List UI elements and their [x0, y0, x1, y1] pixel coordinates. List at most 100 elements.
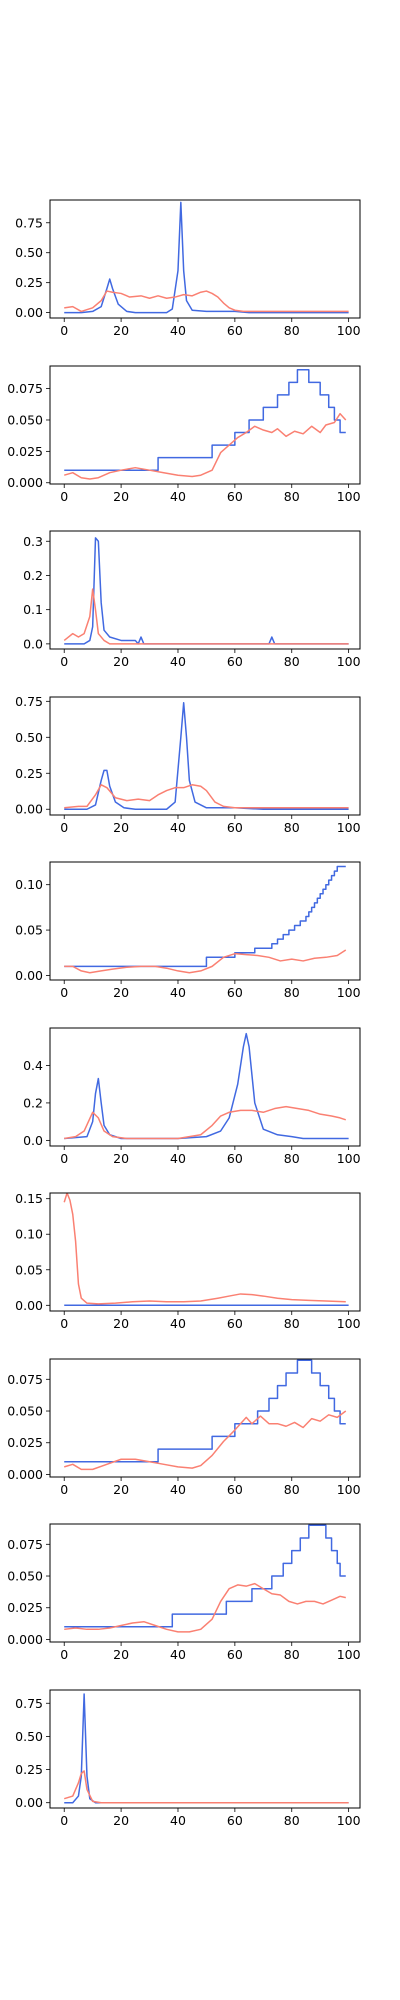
chart-panel-1: 0 20 40 60 80 100 0.00 0.25 0.50 0.75: [15, 199, 361, 338]
x-tick-label: 40: [170, 820, 186, 835]
y-tick-label: 0.050: [7, 412, 43, 427]
y-tick-label: 0.75: [15, 215, 43, 230]
x-tick-label: 80: [284, 1813, 300, 1828]
y-tick-label: 0.00: [15, 305, 43, 320]
series-line-blue: [64, 1032, 349, 1140]
x-tick-label: 0: [60, 985, 68, 1000]
x-tick-label: 100: [337, 820, 361, 835]
series-line-red: [64, 1105, 347, 1140]
x-tick-label: 80: [284, 489, 300, 504]
x-tick-label: 100: [337, 1813, 361, 1828]
y-tick-label: 0.025: [7, 1435, 43, 1450]
plot-frame: [49, 861, 361, 981]
x-tick-label: 40: [170, 1813, 186, 1828]
x-tick-label: 20: [113, 654, 129, 669]
x-tick-label: 60: [227, 820, 243, 835]
x-tick-label: 0: [60, 1151, 68, 1166]
series-line-blue: [64, 201, 349, 314]
x-tick-label: 40: [170, 1316, 186, 1331]
x-tick-label: 60: [227, 985, 243, 1000]
series-line-blue: [64, 702, 349, 810]
plot-frame: [49, 696, 361, 816]
y-tick-label: 0.0: [23, 1133, 43, 1148]
x-tick-label: 0: [60, 1316, 68, 1331]
y-tick-label: 0.00: [15, 968, 43, 983]
series-line-red: [64, 290, 349, 313]
plot-frame: [49, 1192, 361, 1312]
plot-frame: [49, 530, 361, 650]
series-line-red: [64, 1410, 347, 1471]
plot-frame: [49, 1689, 361, 1809]
x-tick-label: 20: [113, 1316, 129, 1331]
series-line-red: [64, 949, 347, 974]
chart-panel-4: 0 20 40 60 80 100 0.00 0.25 0.50 0.75: [15, 694, 360, 835]
y-tick-label: 0.075: [7, 1537, 43, 1552]
plot-frame: [49, 1027, 361, 1147]
y-tick-label: 0.05: [15, 1262, 43, 1277]
y-tick-label: 0.50: [15, 245, 43, 260]
x-tick-label: 100: [337, 1151, 361, 1166]
plot-frame: [49, 1523, 361, 1643]
x-tick-label: 0: [60, 1482, 68, 1497]
series-line-blue: [64, 865, 346, 968]
series-line-blue: [64, 369, 346, 471]
chart-panel-7: 0 20 40 60 80 100 0.00 0.05 0.10 0.15: [15, 1191, 360, 1331]
x-tick-label: 40: [170, 1647, 186, 1662]
x-tick-label: 60: [227, 1316, 243, 1331]
chart-panel-8: 0 20 40 60 80 100 0.000 0.025 0.050 0.075: [7, 1358, 361, 1497]
x-tick-label: 0: [60, 654, 68, 669]
chart-panel-5: 0 20 40 60 80 100 0.00 0.05 0.10: [15, 861, 361, 1000]
chart-panel-3: 0 20 40 60 80 100 0.0 0.1 0.2 0.3: [23, 530, 361, 669]
y-tick-label: 0.050: [7, 1404, 43, 1419]
x-tick-label: 80: [284, 985, 300, 1000]
y-tick-label: 0.000: [7, 1632, 43, 1647]
series-line-red: [64, 412, 347, 480]
chart-panel-2: 0 20 40 60 80 100 0.000 0.025 0.050 0.075: [7, 365, 361, 504]
x-tick-label: 100: [337, 654, 361, 669]
x-tick-label: 60: [227, 323, 243, 338]
x-tick-label: 80: [284, 820, 300, 835]
x-tick-label: 60: [227, 1482, 243, 1497]
x-tick-label: 0: [60, 323, 68, 338]
y-tick-label: 0.00: [15, 802, 43, 817]
chart-panel-10: 0 20 40 60 80 100 0.00 0.25 0.50 0.75: [15, 1689, 361, 1828]
y-tick-label: 0.000: [7, 1467, 43, 1482]
x-tick-label: 80: [284, 654, 300, 669]
y-tick-label: 0.2: [23, 1095, 43, 1110]
x-tick-label: 0: [60, 1813, 68, 1828]
series-line-blue: [64, 1693, 349, 1804]
series-line-red: [64, 1582, 346, 1633]
y-tick-label: 0.075: [7, 381, 43, 396]
plot-frame: [49, 365, 361, 485]
x-tick-label: 40: [170, 654, 186, 669]
x-tick-label: 20: [113, 985, 129, 1000]
x-tick-label: 0: [60, 489, 68, 504]
x-tick-label: 100: [337, 489, 361, 504]
y-tick-label: 0.075: [7, 1372, 43, 1387]
y-tick-label: 0.75: [15, 1696, 43, 1711]
y-tick-label: 0.1: [23, 602, 43, 617]
x-tick-label: 40: [170, 1482, 186, 1497]
y-tick-label: 0.00: [15, 1795, 43, 1810]
y-tick-label: 0.25: [15, 275, 43, 290]
x-tick-label: 100: [337, 1482, 361, 1497]
x-tick-label: 20: [113, 1482, 129, 1497]
y-tick-label: 0.3: [23, 534, 43, 549]
x-tick-label: 60: [227, 1151, 243, 1166]
y-tick-label: 0.10: [15, 877, 43, 892]
x-tick-label: 40: [170, 985, 186, 1000]
y-tick-label: 0.50: [15, 1729, 43, 1744]
series-line-blue: [64, 1359, 346, 1463]
series-line-red: [63, 1193, 346, 1305]
y-tick-label: 0.50: [15, 730, 43, 745]
y-tick-label: 0.000: [7, 475, 43, 490]
chart-panel-9: 0 20 40 60 80 100 0.000 0.025 0.050 0.075: [7, 1523, 361, 1662]
y-tick-label: 0.10: [15, 1227, 43, 1242]
x-tick-label: 0: [60, 1647, 68, 1662]
x-tick-label: 20: [113, 820, 129, 835]
x-tick-label: 40: [170, 489, 186, 504]
plot-frame: [49, 1358, 361, 1478]
series-line-red: [63, 1770, 349, 1804]
y-tick-label: 0.0: [23, 636, 43, 651]
